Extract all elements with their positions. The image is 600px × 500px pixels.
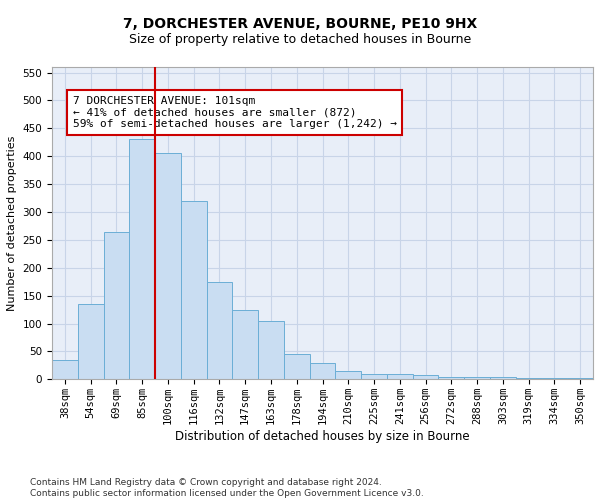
Bar — [181, 201, 206, 380]
Bar — [78, 304, 104, 380]
Bar — [335, 371, 361, 380]
Bar — [206, 282, 232, 380]
Bar — [464, 377, 490, 380]
Bar — [232, 310, 258, 380]
Bar — [567, 378, 593, 380]
Bar — [129, 140, 155, 380]
Bar — [413, 375, 439, 380]
Bar — [387, 374, 413, 380]
Bar — [284, 354, 310, 380]
Text: 7 DORCHESTER AVENUE: 101sqm
← 41% of detached houses are smaller (872)
59% of se: 7 DORCHESTER AVENUE: 101sqm ← 41% of det… — [73, 96, 397, 129]
Bar — [516, 378, 542, 380]
Text: Size of property relative to detached houses in Bourne: Size of property relative to detached ho… — [129, 32, 471, 46]
Bar — [52, 360, 78, 380]
Bar — [490, 377, 516, 380]
Y-axis label: Number of detached properties: Number of detached properties — [7, 136, 17, 311]
Bar — [361, 374, 387, 380]
Text: 7, DORCHESTER AVENUE, BOURNE, PE10 9HX: 7, DORCHESTER AVENUE, BOURNE, PE10 9HX — [123, 18, 477, 32]
X-axis label: Distribution of detached houses by size in Bourne: Distribution of detached houses by size … — [175, 430, 470, 443]
Bar — [542, 378, 567, 380]
Bar — [439, 376, 464, 380]
Text: Contains HM Land Registry data © Crown copyright and database right 2024.
Contai: Contains HM Land Registry data © Crown c… — [30, 478, 424, 498]
Bar — [104, 232, 129, 380]
Bar — [258, 321, 284, 380]
Bar — [155, 154, 181, 380]
Bar — [310, 362, 335, 380]
